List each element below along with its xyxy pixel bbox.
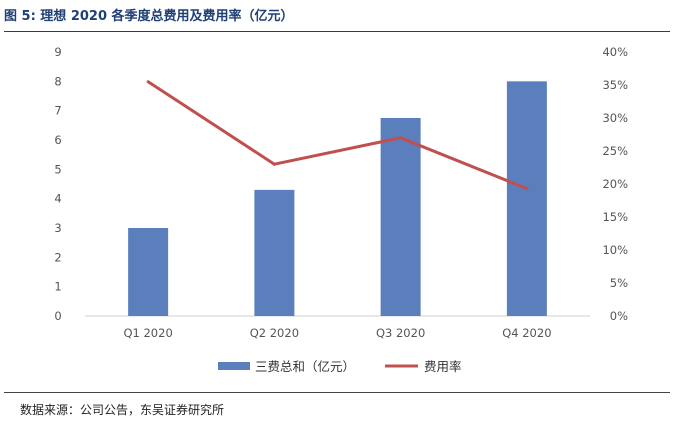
left-tick-label: 8 xyxy=(54,74,61,88)
right-tick-label: 0% xyxy=(610,309,628,323)
legend-label-line: 费用率 xyxy=(424,359,462,374)
line-point xyxy=(146,80,150,84)
line-point xyxy=(525,187,529,191)
x-tick-label: Q1 2020 xyxy=(123,326,172,340)
line-point xyxy=(272,162,276,166)
title-rule xyxy=(4,31,670,32)
legend-label-bar: 三费总和（亿元） xyxy=(255,359,355,374)
left-axis-ticks: 0 1 2 3 4 5 6 7 8 9 xyxy=(54,45,61,323)
right-tick-label: 5% xyxy=(610,276,628,290)
line-point xyxy=(399,136,403,140)
left-tick-label: 0 xyxy=(54,309,61,323)
legend-swatch-bar xyxy=(218,362,250,370)
source-rule xyxy=(4,392,670,393)
bar xyxy=(380,118,421,316)
right-tick-label: 10% xyxy=(602,243,628,257)
right-tick-label: 35% xyxy=(602,78,628,92)
bar-series xyxy=(128,81,547,316)
left-tick-label: 7 xyxy=(54,104,61,118)
right-tick-label: 25% xyxy=(602,144,628,158)
expense-ratio-line xyxy=(147,80,528,191)
left-tick-label: 6 xyxy=(54,133,61,147)
x-axis-ticks: Q1 2020 Q2 2020 Q3 2020 Q4 2020 xyxy=(123,326,551,340)
bar xyxy=(506,81,547,316)
left-tick-label: 9 xyxy=(54,45,61,59)
left-tick-label: 4 xyxy=(54,192,61,206)
source-note: 数据来源：公司公告，东吴证券研究所 xyxy=(20,403,225,417)
left-tick-label: 5 xyxy=(54,162,61,176)
bar xyxy=(128,228,169,316)
line-series xyxy=(146,80,529,191)
x-tick-label: Q3 2020 xyxy=(376,326,425,340)
left-tick-label: 2 xyxy=(54,250,61,264)
left-tick-label: 3 xyxy=(54,221,61,235)
x-tick-label: Q2 2020 xyxy=(250,326,299,340)
figure-title: 图 5: 理想 2020 各季度总费用及费用率（亿元） xyxy=(4,9,294,24)
legend: 三费总和（亿元） 费用率 xyxy=(218,359,462,374)
right-axis-ticks: 0% 5% 10% 15% 20% 25% 30% 35% 40% xyxy=(602,45,628,323)
bar xyxy=(254,189,295,316)
x-tick-label: Q4 2020 xyxy=(502,326,551,340)
right-tick-label: 15% xyxy=(602,210,628,224)
left-tick-label: 1 xyxy=(54,280,61,294)
right-tick-label: 20% xyxy=(602,177,628,191)
right-tick-label: 40% xyxy=(602,45,628,59)
right-tick-label: 30% xyxy=(602,111,628,125)
